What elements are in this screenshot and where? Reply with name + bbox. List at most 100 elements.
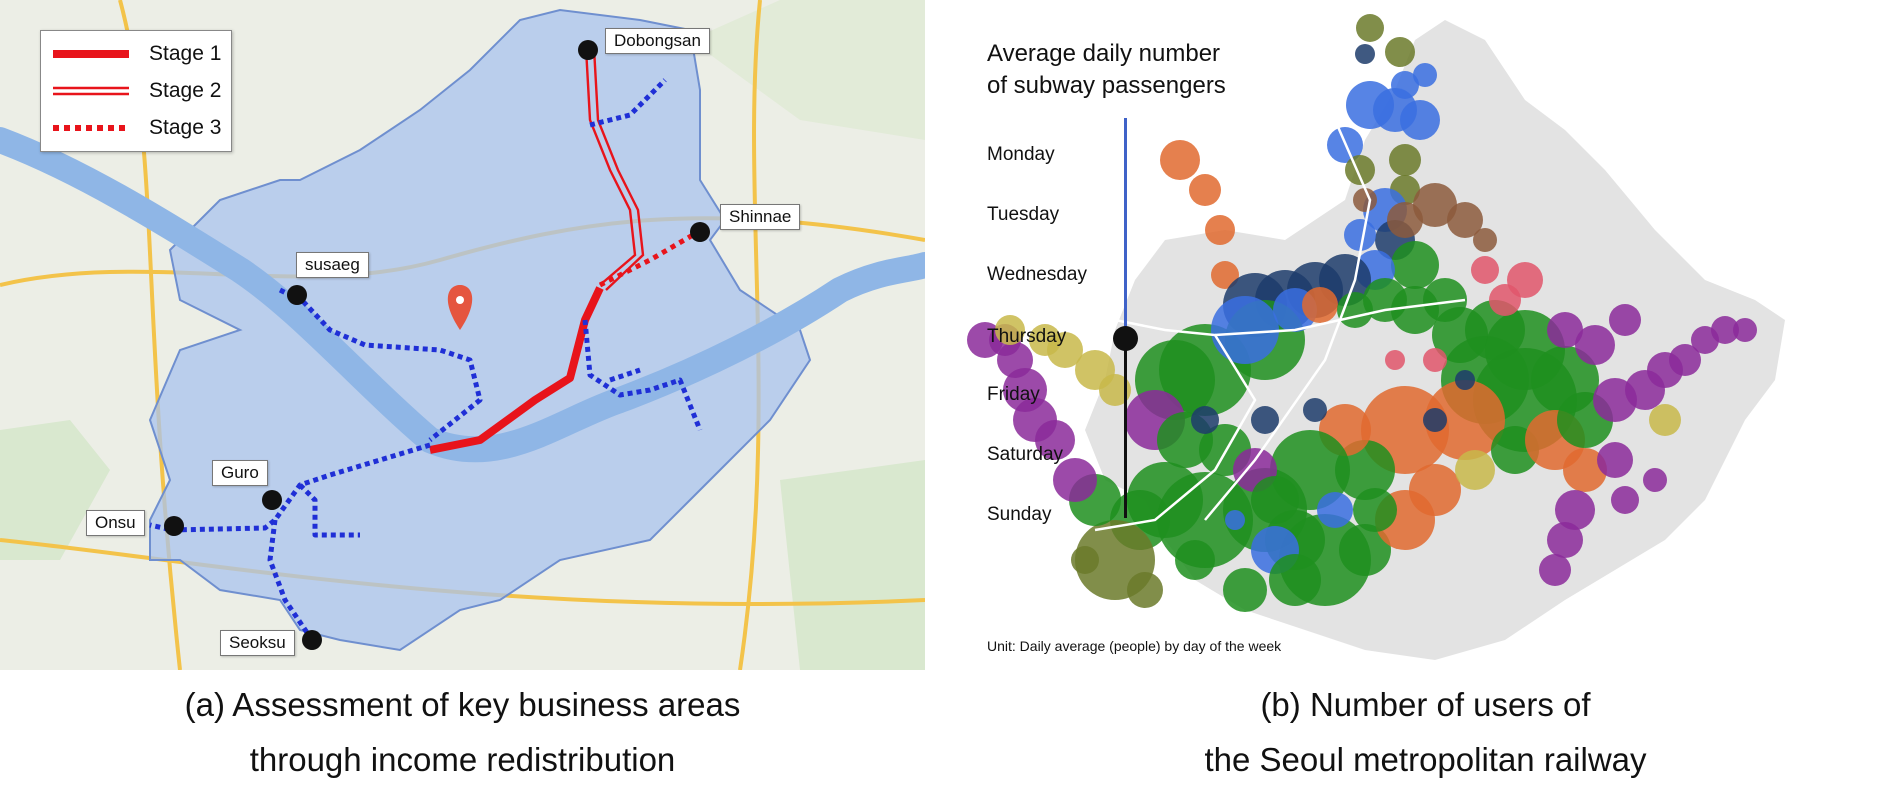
station-bubble xyxy=(1391,241,1439,289)
day-slider-handle[interactable] xyxy=(1113,326,1138,351)
station-bubble xyxy=(1356,14,1384,42)
station-bubble xyxy=(1400,100,1440,140)
stage3-route xyxy=(598,229,700,288)
station-bubble xyxy=(1047,332,1083,368)
station-bubble xyxy=(1211,261,1239,289)
station-bubble xyxy=(1223,568,1267,612)
station-shinnae-marker xyxy=(690,222,710,242)
station-bubble xyxy=(1205,215,1235,245)
station-label-shinnae: Shinnae xyxy=(720,204,801,230)
station-bubble xyxy=(1611,486,1639,514)
caption-a: (a) Assessment of key business areas thr… xyxy=(0,677,925,787)
station-bubble xyxy=(1003,368,1047,412)
day-tuesday[interactable]: Tuesday xyxy=(987,204,1060,225)
legend-stage2-swatch xyxy=(53,86,129,96)
caption-a-line1: (a) Assessment of key business areas xyxy=(184,686,741,723)
passenger-bubbles xyxy=(967,14,1757,612)
ridership-title-line2: of subway passengers xyxy=(987,72,1226,99)
day-timeline-lower xyxy=(1124,338,1127,518)
business-area-map: Stage 1 Stage 2 Stage 3 Dobongsan Shinna… xyxy=(0,0,925,670)
station-bubble xyxy=(1507,262,1543,298)
station-bubble xyxy=(1303,398,1327,422)
day-friday[interactable]: Friday xyxy=(987,384,1040,405)
station-bubble xyxy=(1669,344,1701,376)
legend-stage3: Stage 3 xyxy=(51,113,221,143)
station-bubble xyxy=(1455,370,1475,390)
caption-a-line2: through income redistribution xyxy=(249,741,676,778)
network-lines xyxy=(1094,30,1466,532)
station-bubble xyxy=(1609,304,1641,336)
station-bubble xyxy=(1649,404,1681,436)
map-canvas xyxy=(0,0,925,670)
station-label-susaeg: susaeg xyxy=(296,252,369,278)
station-label-dobongsan: Dobongsan xyxy=(605,28,710,54)
day-saturday[interactable]: Saturday xyxy=(987,444,1064,465)
station-bubble xyxy=(1127,572,1163,608)
day-thursday[interactable]: Thursday xyxy=(987,326,1067,347)
park-area xyxy=(0,420,110,560)
subway-ridership-map: Average daily number of subway passenger… xyxy=(965,0,1886,670)
legend-stage2: Stage 2 xyxy=(51,76,221,106)
station-bubble xyxy=(1191,406,1219,434)
station-bubble xyxy=(1099,374,1131,406)
ridership-title: Average daily number of subway passenger… xyxy=(987,38,1226,102)
city-pin-icon xyxy=(447,285,473,330)
day-sunday[interactable]: Sunday xyxy=(987,504,1052,525)
ridership-title-line1: Average daily number xyxy=(987,40,1221,67)
station-bubble xyxy=(1353,188,1377,212)
station-bubble xyxy=(1547,312,1583,348)
station-guro-marker xyxy=(262,490,282,510)
station-bubble xyxy=(1539,554,1571,586)
station-bubble xyxy=(1455,450,1495,490)
station-bubble xyxy=(1643,468,1667,492)
station-bubble xyxy=(1563,448,1607,492)
legend-stage1: Stage 1 xyxy=(51,39,221,69)
station-bubble xyxy=(1547,522,1583,558)
station-bubble xyxy=(1473,228,1497,252)
station-bubble xyxy=(1071,546,1099,574)
caption-b-line2: the Seoul metropolitan railway xyxy=(1204,741,1647,778)
seoul-area xyxy=(148,8,812,652)
station-bubble xyxy=(1711,316,1739,344)
station-bubble xyxy=(1269,554,1321,606)
station-bubble xyxy=(1385,37,1415,67)
day-wednesday[interactable]: Wednesday xyxy=(987,264,1087,285)
station-susaeg-marker xyxy=(287,285,307,305)
station-bubble xyxy=(1344,219,1376,251)
station-bubble xyxy=(1409,464,1461,516)
station-bubble xyxy=(1597,442,1633,478)
legend-stage1-label: Stage 1 xyxy=(149,42,222,65)
station-bubble xyxy=(1251,406,1279,434)
station-bubble xyxy=(1225,510,1245,530)
station-bubble xyxy=(1211,296,1279,364)
ridership-canvas xyxy=(967,14,1785,660)
station-markers xyxy=(164,40,710,650)
park-area xyxy=(780,460,925,670)
station-label-guro: Guro xyxy=(212,460,268,486)
station-bubble xyxy=(1053,458,1097,502)
caption-b: (b) Number of users of the Seoul metropo… xyxy=(965,677,1886,787)
station-bubble xyxy=(1353,488,1397,532)
station-bubble xyxy=(995,315,1025,345)
legend-stage2-label: Stage 2 xyxy=(149,79,222,102)
stage1-route xyxy=(429,286,604,454)
station-bubble xyxy=(1389,144,1421,176)
station-seoksu-marker xyxy=(302,630,322,650)
station-bubble xyxy=(1555,490,1595,530)
station-bubble xyxy=(1385,350,1405,370)
station-label-seoksu: Seoksu xyxy=(220,630,295,656)
park-area xyxy=(690,0,925,140)
station-bubble xyxy=(1413,183,1457,227)
station-bubble xyxy=(1175,540,1215,580)
station-bubble xyxy=(1302,287,1338,323)
caption-b-line1: (b) Number of users of xyxy=(1260,686,1591,723)
station-bubble xyxy=(1423,348,1447,372)
station-onsu-marker xyxy=(164,516,184,536)
day-monday[interactable]: Monday xyxy=(987,144,1055,165)
station-bubble xyxy=(1575,325,1615,365)
station-bubble xyxy=(1189,174,1221,206)
station-label-onsu: Onsu xyxy=(86,510,145,536)
station-dobongsan-marker xyxy=(578,40,598,60)
stage2-route xyxy=(584,47,645,291)
station-bubble xyxy=(1733,318,1757,342)
